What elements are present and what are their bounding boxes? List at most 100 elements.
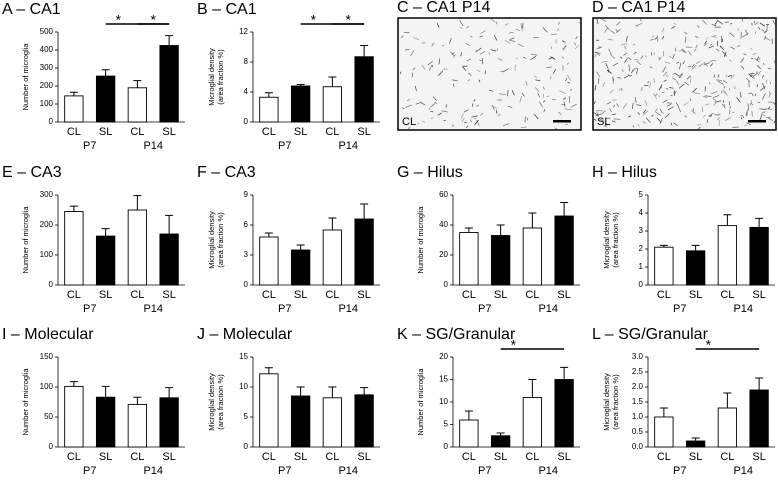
panel-title: L – SG/Granular [592,326,709,343]
bar [460,420,478,447]
bar [686,441,704,447]
significance-label: * [151,12,157,28]
y-tick-label: 50 [44,412,53,421]
y-axis-label: Number of microglia [21,43,30,111]
error-bar [360,46,368,57]
y-tick-label: 0 [49,280,54,289]
y-tick-label: 2.5 [632,367,644,376]
panel-title: G – Hilus [397,164,463,181]
y-axis-label: (area fraction %) [611,374,620,430]
error-bar [165,215,173,234]
bar [655,417,673,447]
error-bar [755,378,763,390]
y-axis-label: Number of microglia [416,206,425,274]
significance-label: * [346,12,352,28]
y-tick-label: 300 [40,63,54,72]
y-tick-label: 500 [40,27,54,36]
bar [65,386,83,447]
bar [65,96,83,122]
group-label: P14 [538,303,558,315]
y-tick-label: 200 [40,81,54,90]
x-tick-label: CL [720,289,734,301]
bar [96,397,114,447]
error-bar [70,382,78,387]
bar [750,227,768,285]
y-tick-label: 15 [439,375,448,384]
bar [323,230,341,285]
x-tick-label: SL [162,126,175,138]
scale-bar [748,120,766,123]
x-tick-label: SL [689,451,702,463]
y-tick-label: 10 [239,382,248,391]
panel-title: E – CA3 [2,164,62,181]
group-label: P7 [278,140,291,152]
error-bar [133,397,141,404]
panel-title: I – Molecular [2,326,94,343]
y-axis-label: Microglial density [207,48,216,106]
bar [523,228,541,285]
bar [355,57,373,122]
error-bar [102,386,110,397]
scale-bar [553,120,571,123]
y-tick-label: 100 [40,250,54,259]
bar [128,210,146,285]
x-tick-label: SL [752,289,765,301]
bar [523,398,541,448]
error-bar [133,81,141,88]
y-axis-label: Microglial density [207,373,216,431]
x-tick-label: SL [689,289,702,301]
bar [128,404,146,447]
x-tick-label: CL [130,126,144,138]
bar [128,88,146,122]
x-tick-label: CL [262,451,276,463]
x-tick-label: CL [325,289,339,301]
bar [718,226,736,285]
group-label: P7 [478,465,491,477]
group-label: P14 [538,465,558,477]
y-tick-label: 6 [244,220,249,229]
micrograph [398,18,581,130]
x-tick-label: SL [99,451,112,463]
y-tick-label: 0.0 [632,442,644,451]
group-label: P14 [143,303,163,315]
y-tick-label: 150 [40,352,54,361]
panel-title: F – CA3 [197,164,256,181]
y-axis-label: (area fraction %) [216,49,225,105]
error-bar [497,225,505,236]
x-tick-label: SL [357,289,370,301]
error-bar [465,228,473,233]
bar [460,233,478,286]
bar [750,390,768,447]
error-bar [297,387,305,396]
x-tick-label: CL [462,451,476,463]
bar [323,87,341,122]
error-bar [102,70,110,76]
error-bar [165,388,173,398]
x-tick-label: SL [357,451,370,463]
x-tick-label: CL [525,451,539,463]
bar [555,216,573,285]
condition-label: CL [402,116,416,128]
y-tick-label: 8 [244,57,249,66]
error-bar [265,93,273,98]
y-axis-label: Number of microglia [416,368,425,436]
y-tick-label: 4 [244,87,249,96]
bar [291,396,309,447]
error-bar [692,245,700,250]
bar [96,76,114,122]
y-tick-label: 0.5 [632,427,644,436]
y-tick-label: 9 [244,190,249,199]
y-tick-label: 1.5 [632,397,644,406]
bar [323,398,341,447]
y-tick-label: 2 [639,244,644,253]
y-tick-label: 400 [40,45,54,54]
x-tick-label: SL [752,451,765,463]
x-tick-label: CL [657,289,671,301]
error-bar [528,380,536,398]
bar [160,398,178,447]
x-tick-label: SL [99,126,112,138]
error-bar [328,387,336,398]
cell-process [500,71,503,72]
group-label: P7 [83,303,96,315]
